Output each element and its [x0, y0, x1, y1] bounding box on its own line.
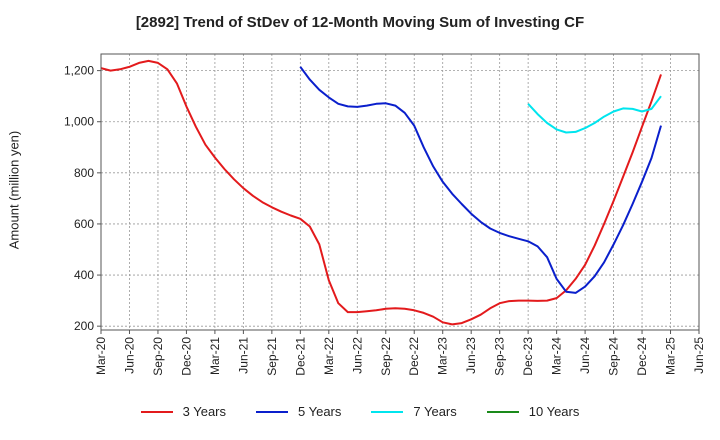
x-tick-label: Mar-23 — [436, 337, 450, 375]
chart-title: [2892] Trend of StDev of 12-Month Moving… — [135, 14, 585, 31]
x-tick-label: Mar-20 — [94, 337, 108, 375]
y-tick-label: 800 — [74, 166, 94, 180]
x-tick-label: Jun-25 — [692, 337, 706, 374]
x-tick-label: Mar-25 — [664, 337, 678, 375]
y-tick-label: 1,200 — [64, 64, 94, 78]
y-tick-label: 1,000 — [64, 115, 94, 129]
x-tick-label: Dec-21 — [293, 337, 307, 376]
x-tick-label: Jun-23 — [464, 337, 478, 374]
x-tick-label: Sep-22 — [379, 337, 393, 376]
x-tick-label: Dec-23 — [521, 337, 535, 376]
legend-item: 3 Years — [140, 404, 226, 419]
x-axis-ticks: Mar-20 Jun-20 Sep-20 Dec-20 Mar-21 Jun-21 Sep-… — [94, 330, 706, 376]
legend-item: 5 Years — [256, 404, 341, 419]
x-tick-label: Jun-21 — [236, 337, 250, 374]
x-tick-label: Sep-23 — [493, 337, 507, 376]
y-tick-label: 200 — [74, 319, 94, 333]
x-tick-label: Dec-24 — [635, 337, 649, 376]
legend-item: 10 Years — [486, 404, 580, 419]
grid-lines — [100, 54, 700, 330]
series-line-5-years — [299, 66, 662, 294]
legend-label: 10 Years — [528, 404, 580, 419]
legend-swatch — [140, 410, 173, 413]
legend-label: 5 Years — [298, 404, 342, 419]
legend-label: 7 Years — [413, 404, 457, 419]
x-tick-label: Dec-22 — [407, 337, 421, 376]
series-lines — [100, 59, 662, 326]
x-tick-label: Jun-24 — [578, 337, 592, 374]
x-tick-label: Dec-20 — [179, 337, 193, 376]
legend-item: 7 Years — [371, 404, 457, 419]
x-tick-label: Mar-24 — [550, 337, 564, 375]
series-line-7-years — [527, 95, 662, 134]
legend-label: 3 Years — [182, 404, 226, 419]
x-tick-label: Jun-22 — [350, 337, 364, 374]
legend-swatch — [371, 410, 404, 413]
x-tick-label: Sep-24 — [607, 337, 621, 376]
series-line-3-years — [100, 59, 662, 326]
legend: 3 Years 5 Years 7 Years 10 Years — [0, 404, 720, 419]
x-tick-label: Mar-21 — [208, 337, 222, 375]
x-tick-label: Sep-20 — [151, 337, 165, 376]
plot-border — [100, 53, 700, 331]
legend-swatch — [256, 410, 288, 413]
x-tick-label: Jun-20 — [122, 337, 136, 374]
legend-swatch — [486, 410, 519, 413]
x-tick-label: Sep-21 — [265, 337, 279, 376]
x-tick-label: Mar-22 — [322, 337, 336, 375]
y-tick-label: 600 — [74, 217, 94, 231]
y-tick-label: 400 — [74, 268, 94, 282]
y-axis-ticks: 200 400 600 800 1,000 1,200 — [64, 64, 101, 333]
